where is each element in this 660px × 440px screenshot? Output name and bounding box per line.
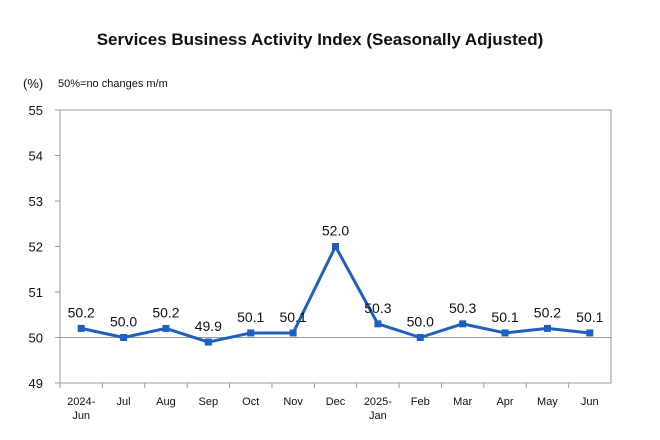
data-label: 50.3 [364, 300, 391, 316]
x-tick-label: Aug [156, 396, 176, 408]
data-point [162, 324, 170, 332]
y-tick-label: 55 [29, 103, 43, 118]
y-tick-label: 51 [29, 285, 43, 300]
data-label: 50.3 [449, 300, 476, 316]
data-point [374, 320, 382, 328]
data-label: 50.1 [237, 309, 264, 325]
data-label: 50.2 [68, 304, 95, 320]
data-point [332, 243, 339, 250]
y-unit-label: (%) [23, 76, 44, 91]
y-tick-label: 49 [29, 376, 43, 391]
x-tick-label: 2024-Jun [67, 396, 95, 422]
data-point [543, 324, 551, 332]
chart-note: 50%=no changes m/m [58, 78, 168, 90]
data-label: 50.0 [407, 314, 434, 330]
y-tick-label: 54 [29, 149, 43, 164]
chart-title: Services Business Activity Index (Season… [96, 30, 544, 49]
x-tick-label: Mar [453, 396, 472, 408]
series-line [80, 245, 590, 344]
data-label: 50.2 [152, 304, 179, 320]
x-tick-label: 2025-Jan [364, 396, 392, 422]
data-label: 50.1 [576, 309, 603, 325]
data-point [120, 334, 128, 341]
y-tick-label: 52 [29, 240, 43, 255]
data-point [501, 329, 509, 337]
data-point [289, 329, 297, 337]
y-tick-label: 50 [29, 331, 43, 346]
x-tick-label: Dec [326, 396, 346, 408]
data-label: 49.9 [195, 318, 222, 334]
x-tick-label: May [537, 396, 558, 408]
data-label: 50.1 [279, 309, 306, 325]
x-tick-label: Jul [117, 396, 131, 408]
data-label: 50.2 [534, 304, 561, 320]
data-point [459, 320, 467, 328]
data-point [416, 334, 424, 341]
data-point [204, 338, 212, 346]
y-tick-label: 53 [29, 194, 43, 209]
x-tick-label: Sep [199, 396, 219, 408]
data-point [247, 329, 255, 337]
x-tick-label: Jun [581, 396, 599, 408]
x-tick-label: Nov [283, 396, 303, 408]
x-tick-label: Oct [242, 396, 259, 408]
data-label: 50.1 [491, 309, 518, 325]
x-tick-label: Feb [411, 396, 430, 408]
data-point [77, 324, 85, 332]
data-point [586, 329, 594, 337]
data-label: 50.0 [110, 314, 137, 330]
x-tick-label: Apr [496, 396, 513, 408]
data-label: 52.0 [322, 223, 349, 239]
